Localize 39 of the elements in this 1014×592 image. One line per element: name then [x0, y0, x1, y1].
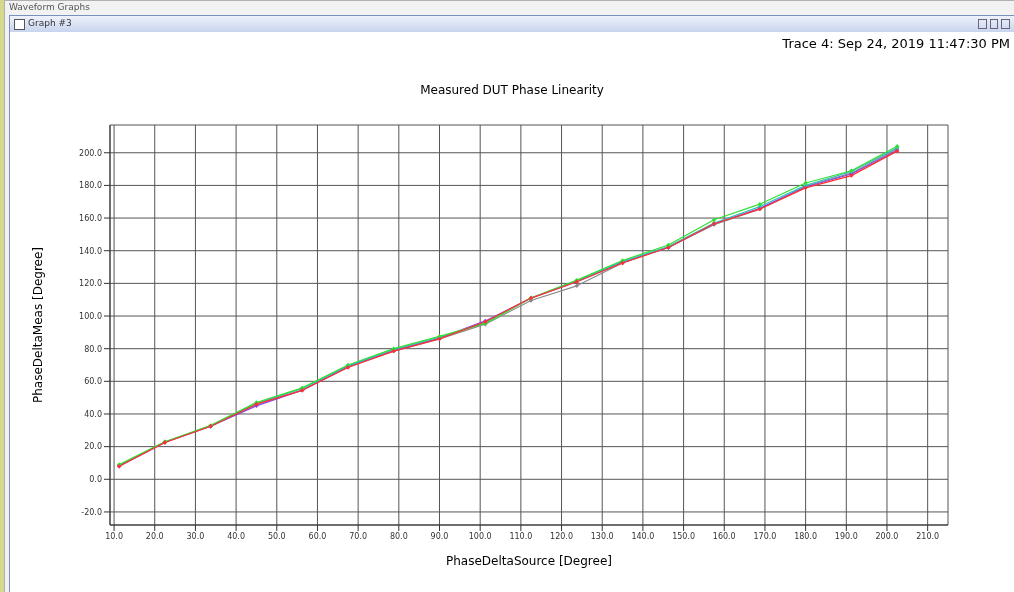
x-tick-label: 100.0 [468, 531, 492, 541]
x-tick-label: 10.0 [105, 531, 123, 541]
x-tick-label: 40.0 [227, 531, 246, 541]
x-tick-label: 160.0 [712, 531, 736, 541]
y-tick-label: 20.0 [84, 442, 102, 452]
x-tick-label: 80.0 [389, 531, 408, 541]
text: Waveform Graphs [9, 2, 90, 12]
x-tick-label: 50.0 [267, 531, 286, 541]
x-tick-label: 140.0 [631, 531, 655, 541]
x-tick-label: 120.0 [550, 531, 573, 541]
y-tick-label: 40.0 [84, 409, 102, 419]
y-tick-label: 80.0 [84, 344, 102, 354]
text: Trace 4: Sep 24, 2019 11:47:30 PM [782, 36, 1010, 51]
y-tick-label: 180.0 [79, 181, 102, 191]
x-tick-label: 60.0 [308, 531, 327, 541]
x-tick-label: 130.0 [590, 531, 614, 541]
x-tick-label: 190.0 [834, 531, 858, 541]
y-tick-label: -20.0 [81, 507, 102, 517]
y-tick-label: 160.0 [79, 213, 102, 223]
y-tick-label: 60.0 [84, 377, 102, 387]
y-tick-label: 140.0 [79, 246, 102, 256]
x-tick-label: 30.0 [186, 531, 205, 541]
x-tick-label: 170.0 [753, 531, 777, 541]
text: Graph #3 [28, 18, 72, 28]
y-tick-label: 100.0 [79, 311, 102, 321]
x-tick-label: 110.0 [509, 531, 533, 541]
y-tick-label: 0.0 [89, 475, 102, 485]
y-axis-title: PhaseDeltaMeas [Degree] [31, 246, 46, 404]
y-tick-label: 200.0 [79, 148, 102, 158]
x-tick-label: 70.0 [349, 531, 368, 541]
x-tick-label: 210.0 [916, 531, 940, 541]
x-tick-label: 200.0 [875, 531, 899, 541]
x-axis-title: PhaseDeltaSource [Degree] [446, 554, 612, 568]
y-tick-label: 120.0 [79, 279, 102, 289]
x-tick-label: 90.0 [430, 531, 449, 541]
x-tick-label: 180.0 [794, 531, 818, 541]
x-tick-label: 150.0 [672, 531, 696, 541]
chart-title: Measured DUT Phase Linearity [419, 83, 605, 97]
x-tick-label: 20.0 [145, 531, 164, 541]
